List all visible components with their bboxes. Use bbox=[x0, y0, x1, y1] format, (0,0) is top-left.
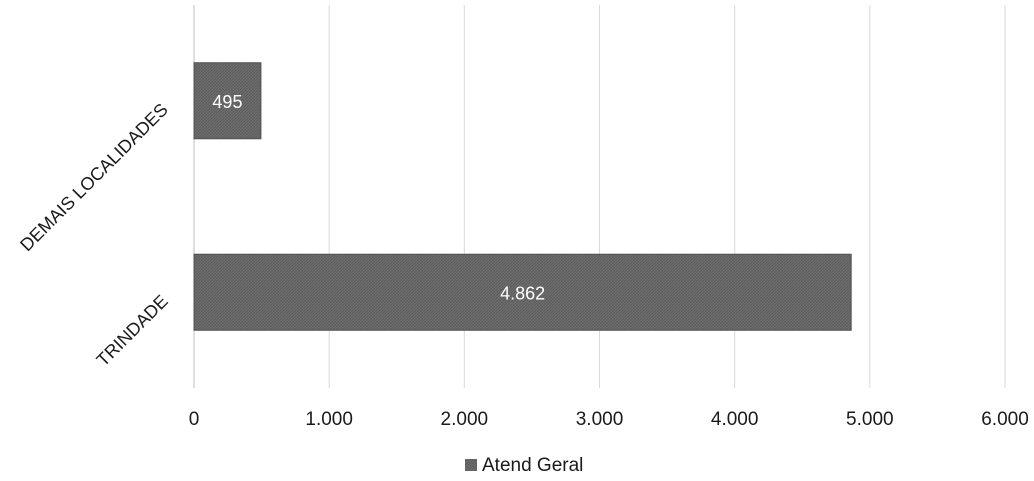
x-tick-label: 1.000 bbox=[305, 409, 353, 430]
bar-demais-localidades bbox=[193, 62, 262, 140]
legend: Atend Geral bbox=[465, 455, 583, 476]
bar-trindade bbox=[193, 253, 852, 331]
legend-swatch bbox=[465, 459, 477, 471]
x-tick-label: 6.000 bbox=[981, 409, 1029, 430]
gridlines bbox=[193, 5, 1006, 388]
data-labels: 495 4.862 bbox=[212, 92, 545, 304]
category-label: TRINDADE bbox=[93, 291, 172, 370]
bars bbox=[193, 62, 852, 331]
x-tick-label: 2.000 bbox=[441, 409, 489, 430]
category-axis: DEMAIS LOCALIDADES TRINDADE bbox=[16, 99, 172, 370]
x-tick-label: 0 bbox=[189, 409, 200, 430]
category-label: DEMAIS LOCALIDADES bbox=[16, 99, 172, 255]
data-label: 4.862 bbox=[500, 283, 545, 303]
value-axis: 0 1.000 2.000 3.000 4.000 5.000 6.000 bbox=[189, 409, 1029, 430]
data-label: 495 bbox=[212, 92, 242, 112]
x-tick-label: 5.000 bbox=[846, 409, 894, 430]
x-tick-label: 3.000 bbox=[576, 409, 624, 430]
x-tick-label: 4.000 bbox=[711, 409, 759, 430]
legend-label: Atend Geral bbox=[482, 455, 583, 476]
